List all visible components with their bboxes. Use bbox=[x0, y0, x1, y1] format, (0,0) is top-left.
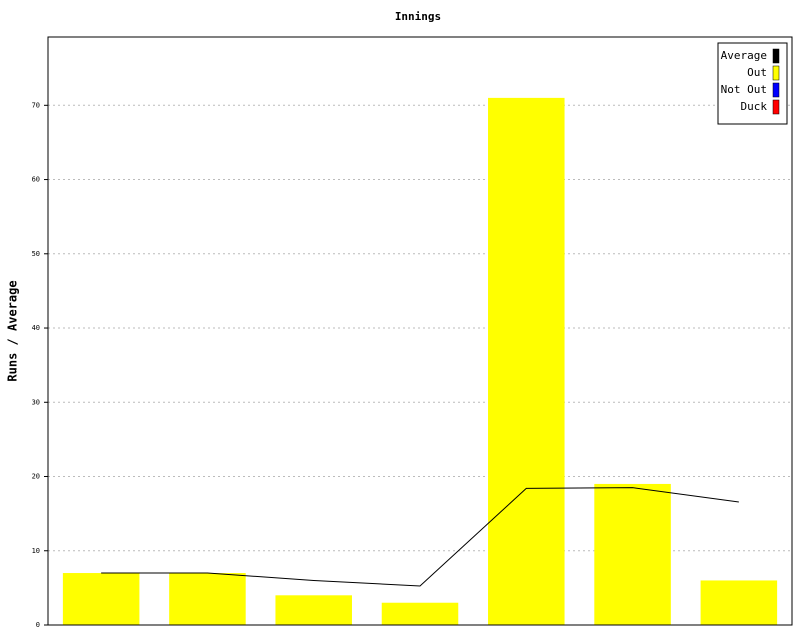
y-tick-label: 60 bbox=[32, 176, 40, 184]
bar bbox=[381, 602, 459, 625]
bar bbox=[62, 573, 140, 625]
y-tick-label: 20 bbox=[32, 473, 40, 481]
y-tick-label: 30 bbox=[32, 398, 40, 406]
bar bbox=[488, 97, 565, 625]
legend-swatch bbox=[772, 65, 780, 81]
y-axis-label: Runs / Average bbox=[6, 280, 20, 381]
y-tick-label: 40 bbox=[32, 324, 40, 332]
y-tick-label: 50 bbox=[32, 250, 40, 258]
bar bbox=[169, 573, 246, 625]
y-tick-label: 0 bbox=[36, 621, 40, 629]
legend-swatch bbox=[772, 48, 780, 64]
average-line bbox=[101, 487, 739, 587]
legend-swatch bbox=[772, 82, 780, 98]
bar bbox=[594, 483, 671, 625]
legend-label: Out bbox=[747, 66, 767, 79]
bar bbox=[275, 595, 352, 625]
chart-title: Innings bbox=[395, 10, 441, 23]
legend-label: Duck bbox=[741, 100, 768, 113]
plot-frame bbox=[47, 36, 793, 626]
y-tick-label: 10 bbox=[32, 547, 40, 555]
legend-label: Average bbox=[721, 49, 767, 62]
bar bbox=[700, 580, 778, 625]
y-tick-label: 70 bbox=[32, 101, 40, 109]
legend-label: Not Out bbox=[721, 83, 767, 96]
legend-swatch bbox=[772, 99, 780, 115]
